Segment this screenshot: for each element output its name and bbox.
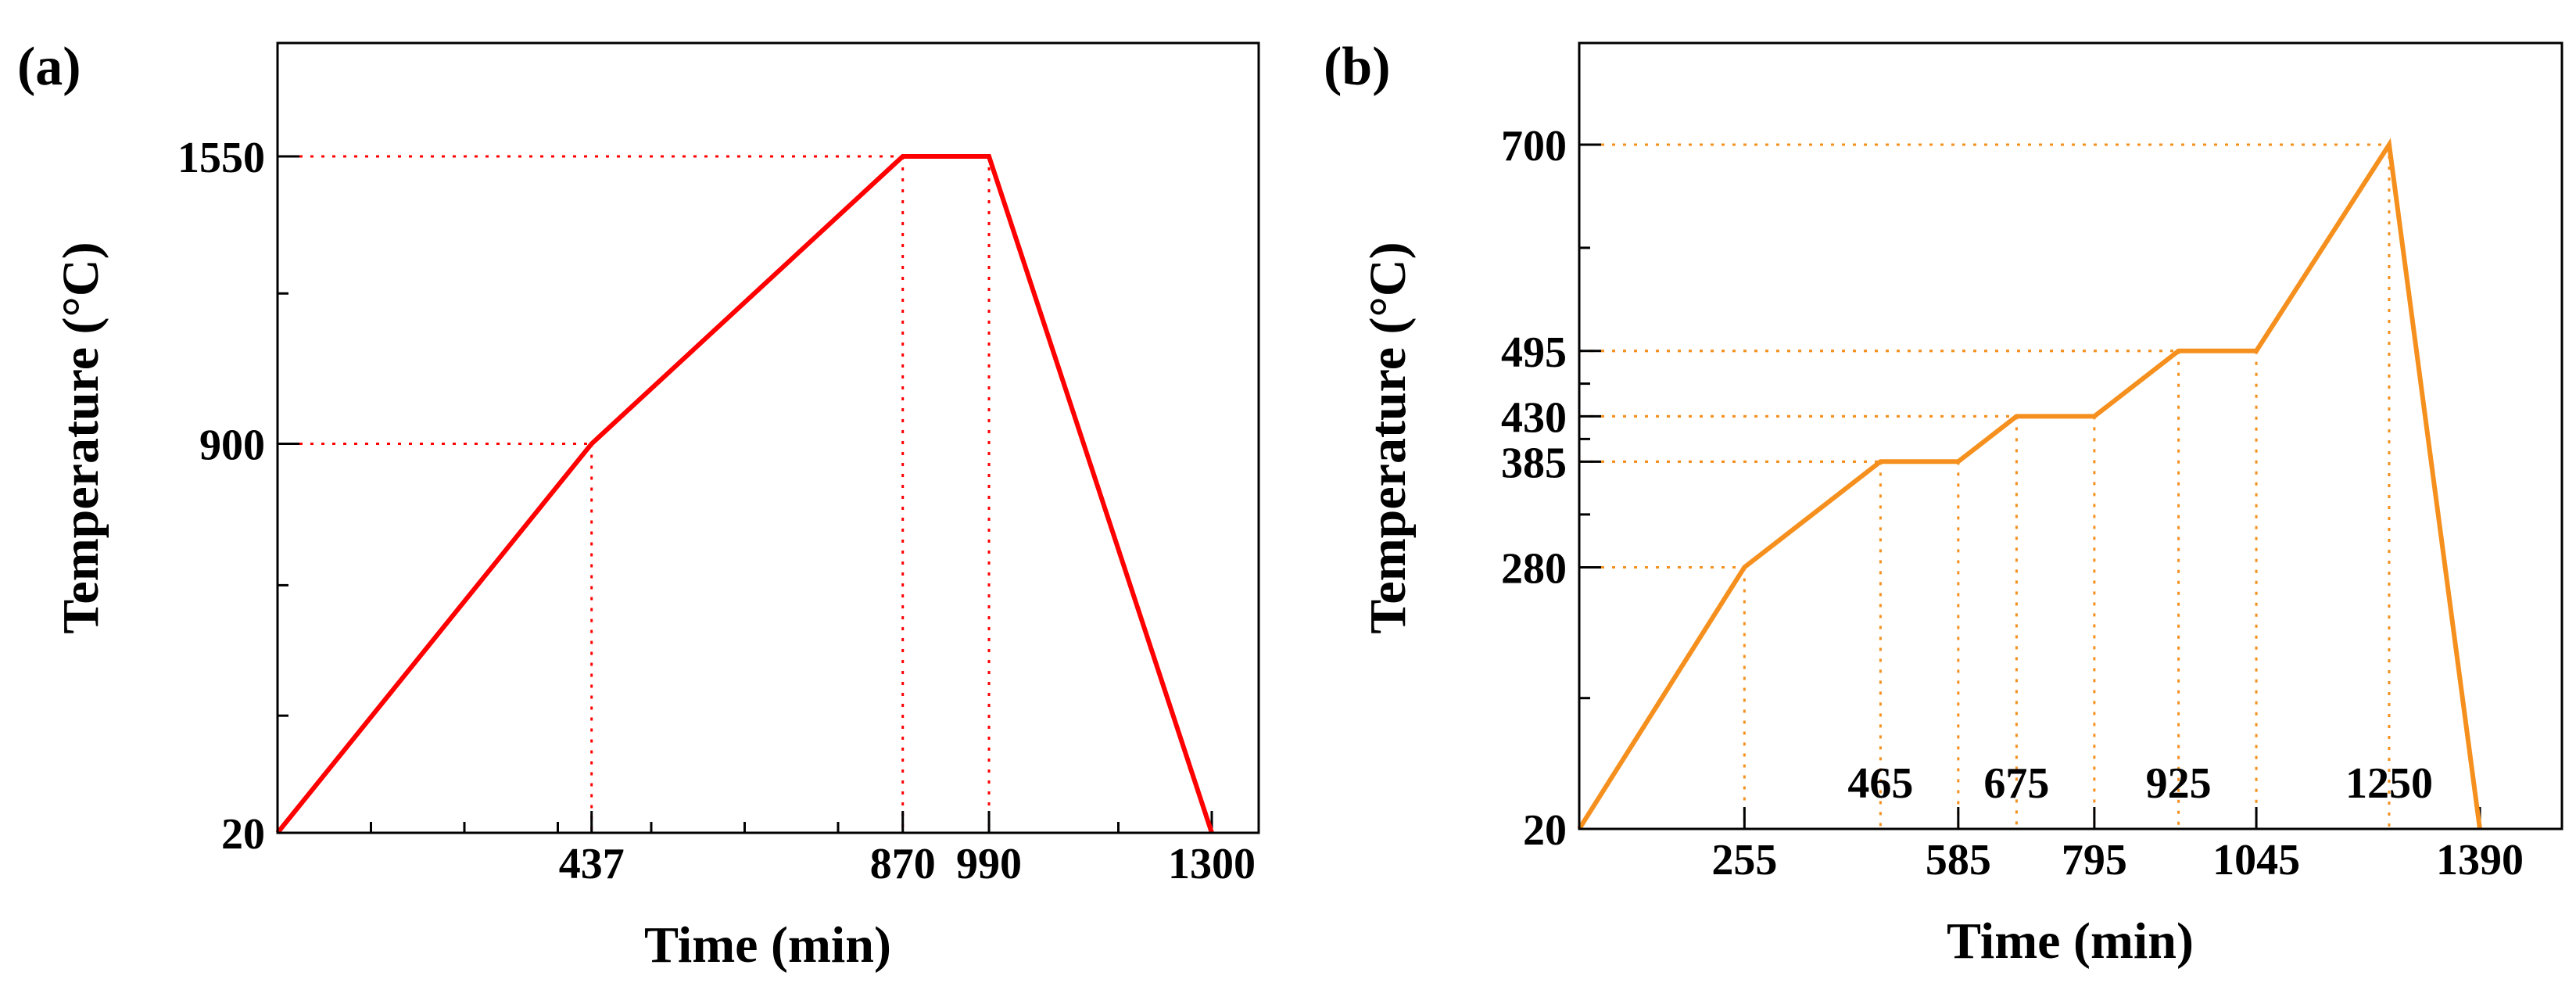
x-tick-label: 437 bbox=[559, 840, 625, 888]
panel-a-reference-lines bbox=[278, 155, 991, 833]
panel-b-x-axis-title: Time (min) bbox=[1947, 913, 2194, 970]
panel-a-plot-frame bbox=[276, 41, 1260, 834]
panel-b-plot-frame bbox=[1578, 41, 2563, 830]
panel-a-temperature-line bbox=[275, 154, 1214, 834]
x-tick-label: 1045 bbox=[2212, 836, 2300, 884]
y-tick-label: 700 bbox=[1501, 122, 1567, 170]
panel-a-label: (a) bbox=[17, 37, 81, 97]
panel-b-reference-lines bbox=[1579, 143, 2480, 830]
x-inner-tick-label: 925 bbox=[2146, 759, 2212, 808]
y-tick-label: 495 bbox=[1501, 328, 1567, 377]
x-inner-tick-label: 465 bbox=[1847, 759, 1913, 808]
panel-a-ticks bbox=[278, 155, 1213, 834]
y-tick-label: 280 bbox=[1501, 544, 1567, 593]
x-inner-tick-label: 1250 bbox=[2345, 759, 2433, 808]
y-tick-label: 385 bbox=[1501, 439, 1567, 487]
x-tick-label: 795 bbox=[2062, 836, 2127, 884]
panel-a-x-axis-title: Time (min) bbox=[644, 916, 891, 974]
x-tick-label: 990 bbox=[956, 840, 1022, 888]
y-tick-label: 20 bbox=[221, 810, 265, 859]
x-inner-tick-label: 675 bbox=[1983, 759, 2049, 808]
panel-b-y-axis-title: Temperature (°C) bbox=[1360, 242, 1417, 633]
panel-b-ticks bbox=[1579, 143, 2481, 830]
x-tick-label: 1390 bbox=[2436, 836, 2524, 884]
x-tick-label: 255 bbox=[1711, 836, 1777, 884]
panel-b-label: (b) bbox=[1324, 37, 1391, 97]
x-tick-label: 585 bbox=[1926, 836, 1991, 884]
panel-a-y-axis-title: Temperature (°C) bbox=[52, 242, 109, 633]
panel-a-chart: (a) 437 870 990 1300 20 900 1550 Time (min) Te… bbox=[17, 37, 1260, 974]
y-tick-label: 1550 bbox=[177, 134, 265, 182]
y-tick-label: 900 bbox=[199, 421, 265, 469]
y-tick-label: 430 bbox=[1501, 393, 1567, 442]
x-tick-label: 870 bbox=[870, 840, 936, 888]
panel-b-temperature-line bbox=[1577, 138, 2482, 830]
y-tick-label: 20 bbox=[1523, 806, 1567, 855]
panel-a-tick-labels: 437 870 990 1300 20 900 1550 bbox=[177, 134, 1256, 888]
x-tick-label: 1300 bbox=[1168, 840, 1256, 888]
